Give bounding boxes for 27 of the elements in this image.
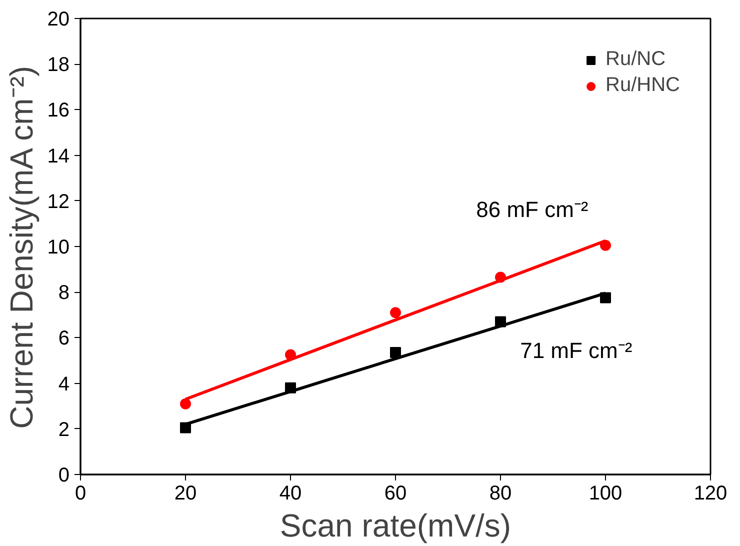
y-tick-label: 6 [58, 328, 70, 350]
x-tick-label: 120 [694, 482, 728, 504]
y-tick-label: 18 [47, 54, 70, 76]
y-axis-title: Current Density(mA cm⁻²) [3, 66, 40, 429]
legend-label: Ru/NC [606, 48, 666, 71]
x-tick-label: 60 [384, 482, 407, 504]
y-tick-label: 2 [58, 418, 70, 441]
y-tick-label: 8 [58, 282, 70, 304]
x-axis-title: Scan rate(mV/s) [280, 508, 512, 544]
y-tick-label: 10 [47, 236, 70, 258]
y-tick-label: 20 [47, 8, 70, 30]
y-tick-label: 12 [47, 190, 70, 213]
annotation: 71 mF cm⁻² [520, 338, 632, 364]
annotation: 86 mF cm⁻² [476, 196, 588, 222]
x-tick-label: 0 [74, 482, 86, 504]
x-tick-label: 80 [489, 482, 512, 504]
y-tick-label: 14 [47, 145, 70, 168]
y-tick-label: 4 [58, 373, 70, 396]
point [180, 398, 191, 410]
y-tick-label: 0 [58, 464, 70, 486]
point [390, 307, 401, 318]
point [390, 347, 401, 358]
x-tick-label: 20 [174, 482, 197, 504]
x-tick-label: 40 [279, 482, 302, 504]
y-tick-label: 16 [47, 100, 70, 122]
x-tick-label: 100 [588, 482, 622, 504]
legend-label: Ru/HNC [606, 74, 680, 97]
